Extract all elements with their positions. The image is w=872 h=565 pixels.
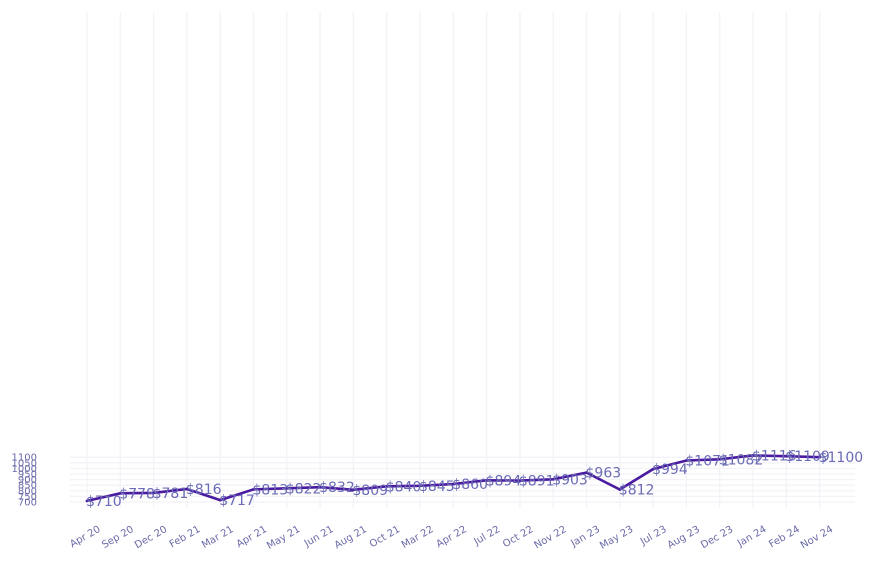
data-point bbox=[785, 454, 788, 458]
data-label: $963 bbox=[586, 466, 622, 482]
data-point bbox=[185, 487, 189, 491]
data-label: $778 bbox=[119, 486, 155, 502]
data-label: $860 bbox=[452, 477, 488, 493]
data-label: $832 bbox=[319, 480, 355, 496]
y-tick-label: 1000 bbox=[12, 464, 37, 475]
grid bbox=[70, 12, 855, 508]
x-tick-label: May 21 bbox=[265, 524, 302, 552]
y-tick-label: 850 bbox=[18, 481, 37, 492]
data-point bbox=[152, 491, 155, 495]
data-label: $1082 bbox=[719, 452, 764, 468]
data-point bbox=[618, 488, 622, 491]
data-point bbox=[418, 484, 422, 488]
x-tick-label: Apr 22 bbox=[435, 524, 469, 550]
data-label: $840 bbox=[386, 479, 422, 495]
data-label: $1116 bbox=[752, 448, 797, 464]
data-point bbox=[285, 487, 289, 490]
data-label: $1100 bbox=[819, 450, 864, 466]
x-tick-label: Dec 23 bbox=[699, 524, 735, 551]
x-tick-label: Feb 24 bbox=[767, 524, 802, 550]
data-point bbox=[585, 471, 588, 474]
data-point bbox=[685, 459, 688, 462]
data-label: $809 bbox=[352, 483, 388, 499]
data-point bbox=[518, 479, 522, 482]
x-tick-label: Jun 21 bbox=[302, 524, 336, 550]
data-point bbox=[551, 477, 555, 481]
x-tick-label: May 23 bbox=[598, 524, 635, 552]
data-label: $1109 bbox=[785, 449, 830, 465]
data-point bbox=[385, 485, 389, 488]
x-tick-label: Jan 23 bbox=[569, 524, 602, 550]
data-label: $812 bbox=[619, 482, 655, 498]
data-point bbox=[818, 455, 821, 459]
x-tick-label: Jan 24 bbox=[735, 524, 768, 550]
y-tick-label: 950 bbox=[18, 470, 37, 481]
data-label: $903 bbox=[552, 472, 588, 488]
data-label: $845 bbox=[419, 479, 455, 495]
data-label: $813 bbox=[253, 482, 289, 498]
data-label: $891 bbox=[519, 474, 555, 490]
x-tick-label: Mar 21 bbox=[200, 524, 236, 551]
x-tick-label: Oct 21 bbox=[368, 524, 402, 550]
y-tick-label: 700 bbox=[18, 498, 37, 509]
x-tick-label: Dec 20 bbox=[133, 524, 169, 551]
data-label: $710 bbox=[86, 494, 122, 510]
data-label: $822 bbox=[286, 481, 322, 497]
series-group bbox=[85, 454, 821, 503]
data-point bbox=[651, 467, 655, 471]
data-point bbox=[119, 491, 122, 495]
y-tick-label: 800 bbox=[18, 486, 37, 497]
y-tick-label: 900 bbox=[18, 475, 37, 486]
x-tick-label: Apr 20 bbox=[68, 524, 102, 550]
data-label: $717 bbox=[219, 493, 255, 509]
x-tick-label: Jul 23 bbox=[638, 524, 669, 548]
x-tick-label: Feb 21 bbox=[168, 524, 203, 550]
data-label: $1071 bbox=[685, 453, 730, 469]
data-point bbox=[452, 482, 455, 486]
y-tick-label: 750 bbox=[18, 492, 37, 503]
data-point bbox=[751, 454, 755, 457]
data-label: $816 bbox=[186, 482, 222, 498]
data-point bbox=[718, 457, 721, 461]
x-tick-label: Oct 22 bbox=[501, 524, 535, 550]
x-tick-label: Nov 24 bbox=[799, 524, 835, 551]
x-tick-label: Apr 21 bbox=[235, 524, 269, 550]
data-labels: $710$778$781$816$717$813$822$832$809$840… bbox=[86, 448, 863, 509]
y-tick-label: 1100 bbox=[12, 453, 37, 464]
x-tick-label: Aug 21 bbox=[333, 524, 369, 551]
data-point bbox=[252, 488, 255, 491]
x-tick-label: Jul 22 bbox=[472, 524, 503, 548]
x-tick-label: Nov 22 bbox=[533, 524, 569, 551]
data-label: $894 bbox=[486, 473, 522, 489]
data-point bbox=[218, 498, 222, 502]
y-tick-label: 1050 bbox=[12, 458, 37, 469]
data-label: $781 bbox=[153, 486, 189, 502]
data-point bbox=[352, 488, 355, 492]
x-tick-label: Sep 20 bbox=[100, 524, 136, 551]
data-label: $994 bbox=[652, 462, 688, 478]
x-tick-label: Aug 23 bbox=[666, 524, 702, 551]
data-point bbox=[318, 485, 322, 489]
data-point bbox=[85, 499, 89, 503]
data-point bbox=[485, 478, 488, 482]
x-tick-label: Mar 22 bbox=[400, 524, 436, 551]
